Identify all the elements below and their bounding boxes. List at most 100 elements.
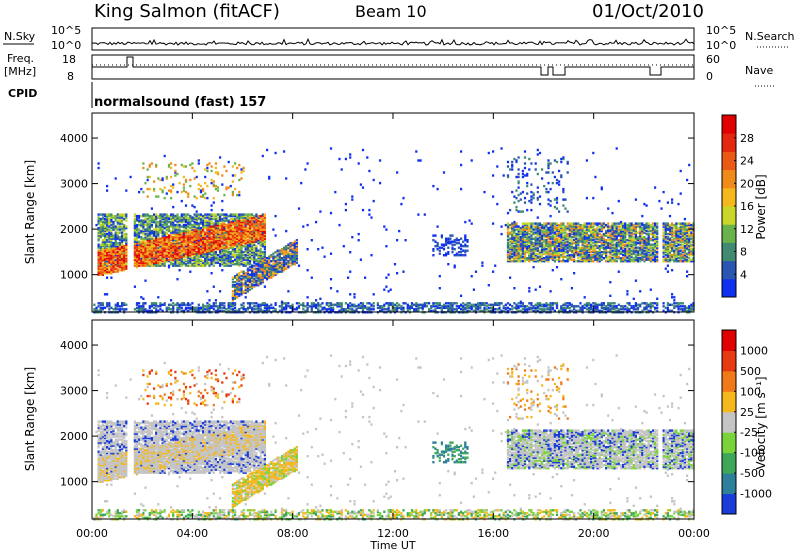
heatmap-cell xyxy=(515,251,518,254)
heatmap-cell xyxy=(270,267,273,270)
heatmap-cell xyxy=(534,242,537,245)
heatmap-cell xyxy=(184,228,188,231)
heatmap-cell xyxy=(210,243,213,246)
heatmap-cell xyxy=(547,181,550,185)
heatmap-cell xyxy=(259,276,262,279)
heatmap-cell xyxy=(295,306,298,309)
heatmap-cell xyxy=(138,261,141,264)
heatmap-cell xyxy=(112,222,115,225)
heatmap-cell xyxy=(570,236,573,239)
heatmap-cell xyxy=(517,306,520,309)
heatmap-cell xyxy=(221,222,224,225)
heatmap-cell xyxy=(204,213,207,216)
heatmap-cell xyxy=(112,248,115,251)
heatmap-cell xyxy=(549,226,552,230)
heatmap-cell xyxy=(216,229,220,233)
heatmap-cell xyxy=(159,225,162,228)
heatmap-cell xyxy=(195,217,198,221)
heatmap-cell xyxy=(464,220,467,224)
heatmap-cell xyxy=(297,302,301,305)
heatmap-cell xyxy=(263,232,266,236)
heatmap-cell xyxy=(221,306,224,309)
heatmap-cell xyxy=(355,308,358,311)
heatmap-cell xyxy=(383,225,386,228)
heatmap-cell xyxy=(555,228,559,231)
heatmap-cell xyxy=(216,248,220,251)
heatmap-cell xyxy=(125,246,128,249)
heatmap-cell xyxy=(123,248,126,251)
heatmap-cell xyxy=(208,236,211,239)
heatmap-cell xyxy=(263,254,266,257)
heatmap-cell xyxy=(336,290,339,293)
heatmap-cell xyxy=(511,160,514,164)
heatmap-cell xyxy=(261,264,264,267)
heatmap-cell xyxy=(214,232,217,236)
heatmap-cell xyxy=(202,214,205,218)
heatmap-cell xyxy=(562,303,565,306)
heatmap-cell xyxy=(515,205,518,209)
heatmap-cell xyxy=(133,231,136,234)
heatmap-cell xyxy=(157,214,160,218)
heatmap-cell xyxy=(161,178,164,182)
heatmap-cell xyxy=(253,226,256,230)
heatmap-cell xyxy=(570,255,573,258)
heatmap-cell xyxy=(159,260,162,263)
heatmap-cell xyxy=(255,213,258,216)
heatmap-cell xyxy=(135,216,139,219)
heatmap-cell xyxy=(103,240,107,243)
heatmap-cell xyxy=(549,236,552,239)
heatmap-cell xyxy=(212,242,215,245)
heatmap-cell xyxy=(255,245,258,248)
heatmap-cell xyxy=(212,245,215,248)
heatmap-cell xyxy=(108,308,111,311)
heatmap-cell xyxy=(204,223,207,227)
heatmap-cell xyxy=(221,257,224,260)
heatmap-cell xyxy=(543,222,546,225)
heatmap-cell xyxy=(543,251,546,254)
heatmap-cell xyxy=(513,234,516,237)
heatmap-cell xyxy=(521,210,524,213)
heatmap-cell xyxy=(541,231,544,234)
heatmap-cell xyxy=(285,267,288,270)
heatmap-cell xyxy=(464,239,467,242)
heatmap-cell xyxy=(562,243,565,246)
heatmap-cell xyxy=(204,246,207,249)
heatmap-cell xyxy=(517,225,520,228)
heatmap-cell xyxy=(381,306,384,309)
heatmap-cell xyxy=(146,264,149,267)
heatmap-cell xyxy=(155,223,158,227)
heatmap-cell xyxy=(515,239,518,242)
heatmap-cell xyxy=(157,251,160,254)
heatmap-cell xyxy=(125,249,128,252)
heatmap-cell xyxy=(167,246,171,249)
heatmap-cell xyxy=(338,302,341,305)
heatmap-cell xyxy=(140,264,143,267)
heatmap-cell xyxy=(116,258,119,261)
heatmap-cell xyxy=(511,234,514,237)
heatmap-cell xyxy=(513,255,516,258)
heatmap-cell xyxy=(581,260,584,263)
heatmap-cell xyxy=(506,249,510,252)
heatmap-cell xyxy=(153,180,156,183)
heatmap-cell xyxy=(581,309,584,312)
heatmap-cell xyxy=(306,269,309,272)
heatmap-cell xyxy=(238,219,241,222)
heatmap-cell xyxy=(170,299,173,302)
heatmap-cell xyxy=(178,223,181,227)
heatmap-cell xyxy=(184,239,188,242)
heatmap-cell xyxy=(272,255,275,258)
heatmap-cell xyxy=(106,217,109,221)
heatmap-cell xyxy=(210,272,213,275)
heatmap-cell xyxy=(193,255,196,258)
heatmap-cell xyxy=(148,229,151,233)
heatmap-cell xyxy=(216,308,220,311)
heatmap-cell xyxy=(146,222,149,225)
heatmap-cell xyxy=(229,302,232,305)
heatmap-cell xyxy=(135,217,139,221)
heatmap-cell xyxy=(383,303,386,306)
heatmap-cell xyxy=(474,303,478,306)
heatmap-cell xyxy=(240,290,243,293)
heatmap-cell xyxy=(532,305,535,308)
heatmap-cell xyxy=(306,302,309,305)
heatmap-cell xyxy=(521,243,524,246)
